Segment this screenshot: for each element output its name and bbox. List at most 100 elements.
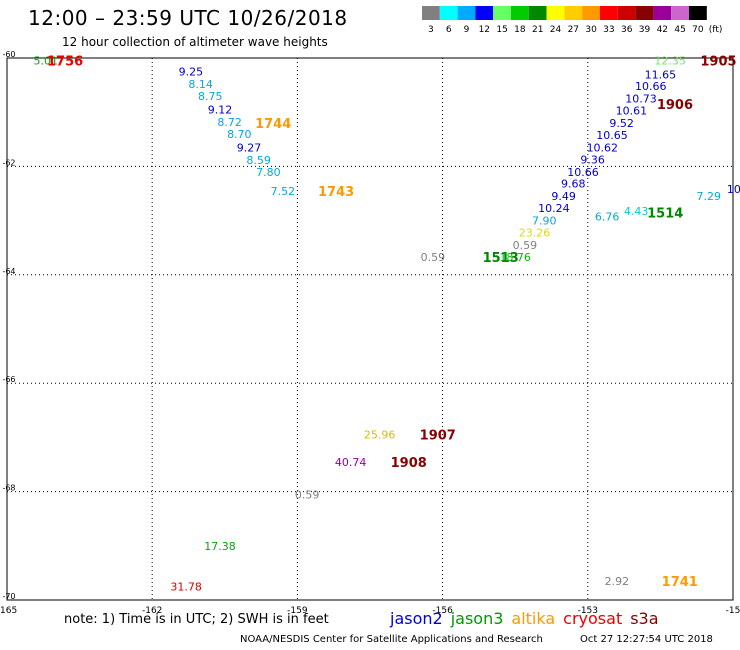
pass-time-label: 1743 bbox=[318, 185, 354, 200]
legend-label-36: 36 bbox=[621, 25, 633, 35]
wave-height-point: 18.76 bbox=[499, 251, 531, 264]
wave-height-point: 5.01 bbox=[33, 55, 58, 68]
wave-height-point: 9.12 bbox=[208, 103, 233, 116]
wave-height-point: 11.65 bbox=[645, 68, 677, 81]
wave-height-point: 10.38 bbox=[727, 183, 740, 196]
wave-height-point: 9.49 bbox=[551, 190, 576, 203]
footer-timestamp: Oct 27 12:27:54 UTC 2018 bbox=[580, 634, 713, 645]
wave-height-point: 10.62 bbox=[587, 141, 619, 154]
legend-swatch-70 bbox=[689, 6, 707, 20]
legend-label-24: 24 bbox=[550, 25, 562, 35]
y-tick-label: -68 bbox=[2, 484, 15, 493]
pass-time-label: 1741 bbox=[662, 575, 698, 590]
legend-swatch-39 bbox=[635, 6, 654, 20]
x-tick-label: -162 bbox=[142, 606, 162, 616]
wave-height-point: 7.80 bbox=[256, 166, 281, 179]
x-tick-label: -165 bbox=[0, 606, 17, 616]
y-tick-label: -70 bbox=[2, 592, 15, 601]
legend-label-39: 39 bbox=[639, 25, 651, 35]
wave-height-point: 8.72 bbox=[217, 116, 242, 129]
footer-credit: NOAA/NESDIS Center for Satellite Applica… bbox=[240, 634, 543, 645]
legend-swatch-9 bbox=[457, 6, 476, 20]
legend-swatch-18 bbox=[511, 6, 529, 20]
legend-label-12: 12 bbox=[479, 25, 490, 35]
wave-height-point: 7.52 bbox=[271, 185, 296, 198]
wave-height-point: 0.59 bbox=[421, 251, 446, 264]
legend-swatch-12 bbox=[475, 6, 494, 20]
legend-swatch-21 bbox=[528, 6, 547, 20]
satellite-jason2: jason2 bbox=[390, 609, 443, 628]
legend-swatch-33 bbox=[600, 6, 618, 20]
pass-time-label: 1513 bbox=[483, 251, 519, 266]
x-tick-label: -153 bbox=[578, 606, 598, 616]
wave-height-point: 31.78 bbox=[170, 580, 202, 593]
legend-label-70: 70 bbox=[692, 25, 704, 35]
pass-time-label: 1905 bbox=[700, 55, 736, 70]
wave-height-point: 17.38 bbox=[204, 540, 236, 553]
wave-height-point: 9.68 bbox=[561, 178, 586, 191]
y-tick-label: -64 bbox=[2, 267, 15, 276]
wave-height-point: 10.66 bbox=[567, 166, 599, 179]
wave-height-point: 10.65 bbox=[596, 129, 628, 142]
wave-height-point: 6.76 bbox=[595, 210, 620, 223]
y-tick-label: -66 bbox=[2, 375, 15, 384]
satellite-s3a: s3a bbox=[630, 609, 659, 628]
legend-swatch-6 bbox=[439, 6, 458, 20]
satellite-cryosat: cryosat bbox=[563, 609, 623, 628]
wave-height-point: 0.59 bbox=[295, 488, 320, 501]
wave-height-point: 10.73 bbox=[625, 93, 657, 106]
legend-swatch-24 bbox=[546, 6, 565, 20]
legend-label-33: 33 bbox=[603, 25, 614, 35]
x-tick-label: -15 bbox=[726, 606, 740, 616]
pass-time-label: 1514 bbox=[647, 206, 683, 221]
wave-height-point: 10.66 bbox=[635, 80, 667, 93]
chart-subtitle: 12 hour collection of altimeter wave hei… bbox=[62, 35, 328, 49]
wave-height-point: 8.75 bbox=[198, 90, 223, 103]
wave-height-point: 8.14 bbox=[188, 78, 213, 91]
legend-label-45: 45 bbox=[674, 25, 685, 35]
legend-label-6: 6 bbox=[446, 25, 452, 35]
wave-height-point: 2.92 bbox=[605, 575, 630, 588]
wave-height-point: 12.35 bbox=[654, 55, 686, 68]
wave-height-point: 10.61 bbox=[616, 105, 648, 118]
wave-height-point: 25.96 bbox=[364, 429, 396, 442]
legend-swatch-30 bbox=[582, 6, 600, 20]
wave-height-point: 9.27 bbox=[237, 141, 262, 154]
x-tick-label: -159 bbox=[287, 606, 308, 616]
legend-label-27: 27 bbox=[568, 25, 579, 35]
x-tick-label: -156 bbox=[432, 606, 453, 616]
satellite-legend: jason2 jason3 altika cryosat s3a bbox=[390, 609, 667, 628]
y-tick-label: -60 bbox=[2, 50, 15, 59]
chart-title: 12:00 – 23:59 UTC 10/26/2018 bbox=[28, 6, 348, 30]
satellite-altika: altika bbox=[511, 609, 556, 628]
legend-label-30: 30 bbox=[585, 25, 597, 35]
wave-height-point: 40.74 bbox=[335, 456, 367, 469]
color-legend: 3 6 9 12 15 18 21 24 27 30 33 36 39 42 45 70 (ft) bbox=[422, 6, 723, 35]
plot-frame bbox=[6, 57, 734, 601]
pass-time-label: 1908 bbox=[391, 456, 427, 471]
legend-swatch-36 bbox=[617, 6, 636, 20]
wave-height-point: 9.36 bbox=[580, 153, 605, 166]
legend-label-3: 3 bbox=[428, 25, 434, 35]
pass-time-label: 1744 bbox=[255, 117, 291, 132]
wave-height-point: 4.43 bbox=[624, 205, 649, 218]
footer-note: note: 1) Time is in UTC; 2) SWH is in fe… bbox=[64, 612, 329, 627]
legend-label-15: 15 bbox=[496, 25, 507, 35]
pass-time-label: 1906 bbox=[657, 98, 693, 113]
legend-unit: (ft) bbox=[709, 25, 723, 35]
pass-time-label: 1907 bbox=[420, 429, 456, 444]
legend-swatch-42 bbox=[653, 6, 672, 20]
wave-height-point: 23.26 bbox=[519, 227, 551, 240]
legend-swatch-3 bbox=[422, 6, 440, 20]
pass-time-label: 1756 bbox=[47, 55, 83, 70]
legend-label-18: 18 bbox=[514, 25, 526, 35]
legend-label-21: 21 bbox=[532, 25, 543, 35]
legend-swatch-15 bbox=[493, 6, 511, 20]
wave-height-point: 9.52 bbox=[609, 117, 634, 130]
wave-height-point: 8.59 bbox=[246, 154, 271, 167]
satellite-jason3: jason3 bbox=[450, 609, 504, 628]
legend-label-42: 42 bbox=[657, 25, 668, 35]
wave-height-point: 7.29 bbox=[697, 190, 722, 203]
legend-label-9: 9 bbox=[464, 25, 470, 35]
